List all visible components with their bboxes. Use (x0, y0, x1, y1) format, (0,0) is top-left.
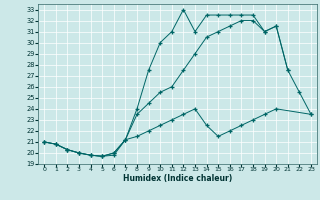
X-axis label: Humidex (Indice chaleur): Humidex (Indice chaleur) (123, 174, 232, 183)
